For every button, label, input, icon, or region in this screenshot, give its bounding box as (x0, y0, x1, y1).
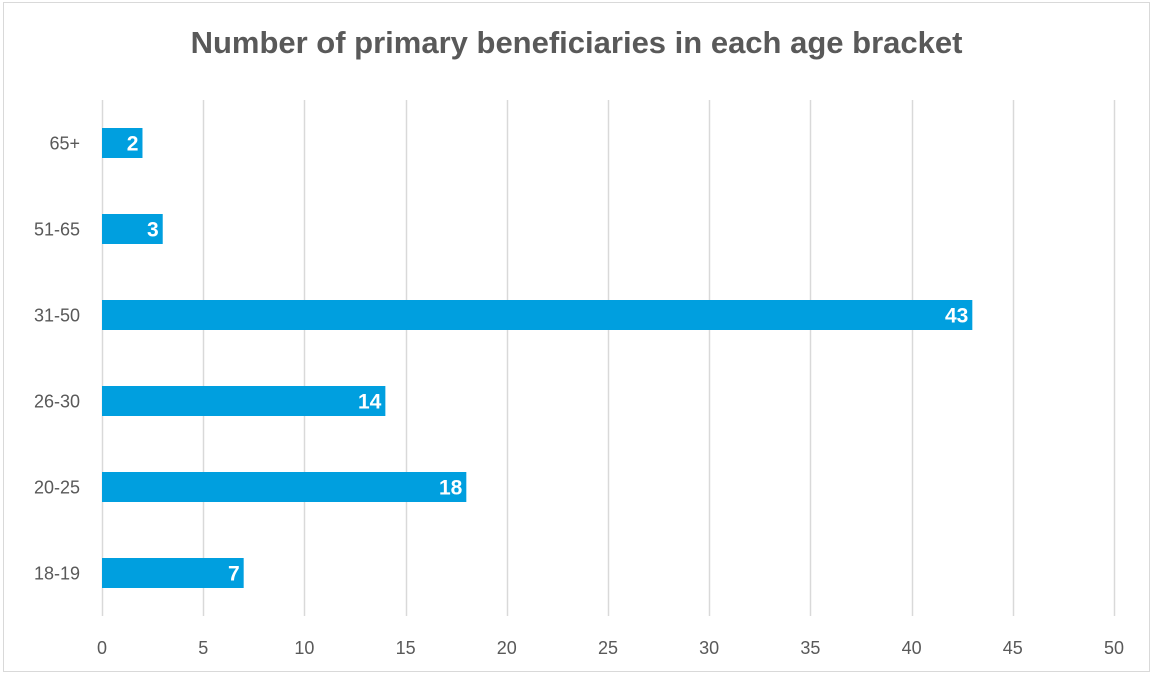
data-label-18-19: 7 (228, 563, 240, 586)
x-tick-label: 25 (598, 638, 618, 658)
bars (102, 128, 973, 588)
data-label-31-50: 43 (945, 305, 968, 328)
y-axis-labels: 18-19 20-25 26-30 31-50 51-65 65+ (34, 134, 80, 584)
x-tick-label: 50 (1104, 638, 1124, 658)
bar-31-50 (102, 300, 973, 330)
data-label-26-30: 14 (358, 391, 382, 414)
bar-20-25 (102, 472, 467, 502)
data-label-51-65: 3 (147, 219, 159, 242)
bar-26-30 (102, 386, 386, 416)
data-label-20-25: 18 (439, 477, 463, 500)
y-tick-label-31-50: 31-50 (34, 306, 80, 326)
data-labels: 7 18 14 43 3 2 (127, 133, 969, 586)
x-tick-label: 45 (1003, 638, 1023, 658)
x-tick-label: 10 (294, 638, 314, 658)
x-tick-label: 0 (97, 638, 107, 658)
y-tick-label-18-19: 18-19 (34, 564, 80, 584)
bar-65+ (102, 128, 143, 158)
gridlines (101, 100, 1116, 616)
bar-18-19 (102, 558, 244, 588)
y-tick-label-26-30: 26-30 (34, 392, 80, 412)
x-tick-label: 5 (198, 638, 208, 658)
data-label-65+: 2 (127, 133, 139, 156)
y-tick-label-20-25: 20-25 (34, 478, 80, 498)
y-tick-label-51-65: 51-65 (34, 220, 80, 240)
chart-title: Number of primary beneficiaries in each … (190, 25, 963, 60)
x-tick-label: 20 (497, 638, 517, 658)
x-tick-label: 40 (902, 638, 922, 658)
y-tick-label-65+: 65+ (49, 134, 80, 154)
bar-51-65 (102, 214, 163, 244)
x-tick-label: 35 (800, 638, 820, 658)
x-tick-label: 15 (396, 638, 416, 658)
x-tick-label: 30 (699, 638, 719, 658)
x-axis-labels: 0 5 10 15 20 25 30 35 40 45 50 (97, 638, 1124, 658)
